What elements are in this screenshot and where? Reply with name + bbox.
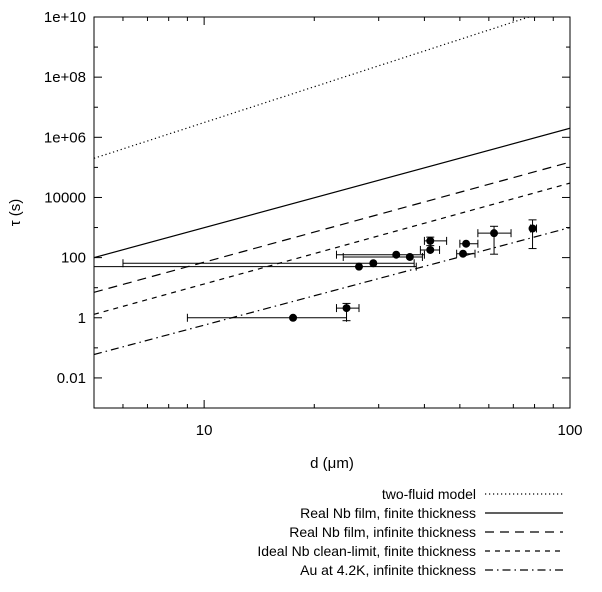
data-marker — [354, 262, 363, 271]
data-point-6 — [342, 252, 423, 261]
y-tick-label: 1e+08 — [44, 69, 86, 86]
y-tick-label: 1e+06 — [44, 129, 86, 146]
data-marker — [426, 245, 435, 254]
y-tick-label: 10000 — [44, 189, 86, 206]
series-lines — [94, 17, 570, 356]
data-point-11 — [477, 225, 512, 255]
data-marker — [342, 304, 351, 313]
data-points — [93, 219, 538, 322]
data-point-10 — [459, 239, 479, 248]
y-tick-label: 100 — [61, 250, 86, 267]
data-marker — [459, 249, 468, 258]
data-marker — [392, 250, 401, 259]
data-marker — [426, 236, 435, 245]
series-line-5 — [94, 226, 570, 356]
x-axis-label: d (μm) — [310, 455, 354, 472]
x-tick-label: 100 — [557, 422, 582, 439]
axis-tick-labels: 10 100 0.01 1 100 10000 1e+06 1e+08 1e+10 — [44, 9, 583, 439]
data-point-1 — [186, 313, 348, 322]
y-tick-label: 0.01 — [57, 370, 86, 387]
data-point-3 — [93, 262, 417, 271]
data-marker — [462, 239, 471, 248]
series-line-2 — [94, 127, 570, 259]
axis-ticks — [94, 16, 571, 409]
data-point-4 — [122, 259, 415, 268]
data-point-9 — [456, 249, 476, 258]
data-marker — [369, 259, 378, 268]
data-marker — [289, 313, 298, 322]
legend-label: two-fluid model — [382, 486, 476, 502]
data-marker — [528, 224, 537, 233]
data-point-2 — [335, 302, 360, 322]
legend-item-1: two-fluid model — [382, 486, 563, 502]
data-point-12 — [528, 219, 538, 250]
legend-label: Real Nb film, infinite thickness — [289, 524, 476, 540]
y-axis-label: τ (s) — [7, 199, 24, 227]
data-point-8 — [419, 245, 441, 254]
y-tick-label: 1e+10 — [44, 9, 86, 26]
legend-item-3: Real Nb film, infinite thickness — [289, 524, 563, 540]
series-line-1 — [94, 17, 530, 159]
y-tick-label: 1 — [78, 310, 86, 327]
data-marker — [405, 252, 414, 261]
legend-item-4: Ideal Nb clean-limit, finite thickness — [257, 543, 563, 559]
data-marker — [490, 229, 499, 238]
series-line-4 — [94, 182, 570, 315]
legend-item-2: Real Nb film, finite thickness — [300, 505, 563, 521]
legend-label: Real Nb film, finite thickness — [300, 505, 476, 521]
legend-label: Ideal Nb clean-limit, finite thickness — [257, 543, 476, 559]
legend: two-fluid model Real Nb film, finite thic… — [257, 486, 563, 578]
legend-item-5: Au at 4.2K, infinite thickness — [300, 562, 563, 578]
x-tick-label: 10 — [196, 422, 213, 439]
data-point-7 — [423, 236, 448, 247]
legend-label: Au at 4.2K, infinite thickness — [300, 562, 476, 578]
plot-frame — [93, 16, 571, 409]
series-line-3 — [94, 161, 570, 293]
